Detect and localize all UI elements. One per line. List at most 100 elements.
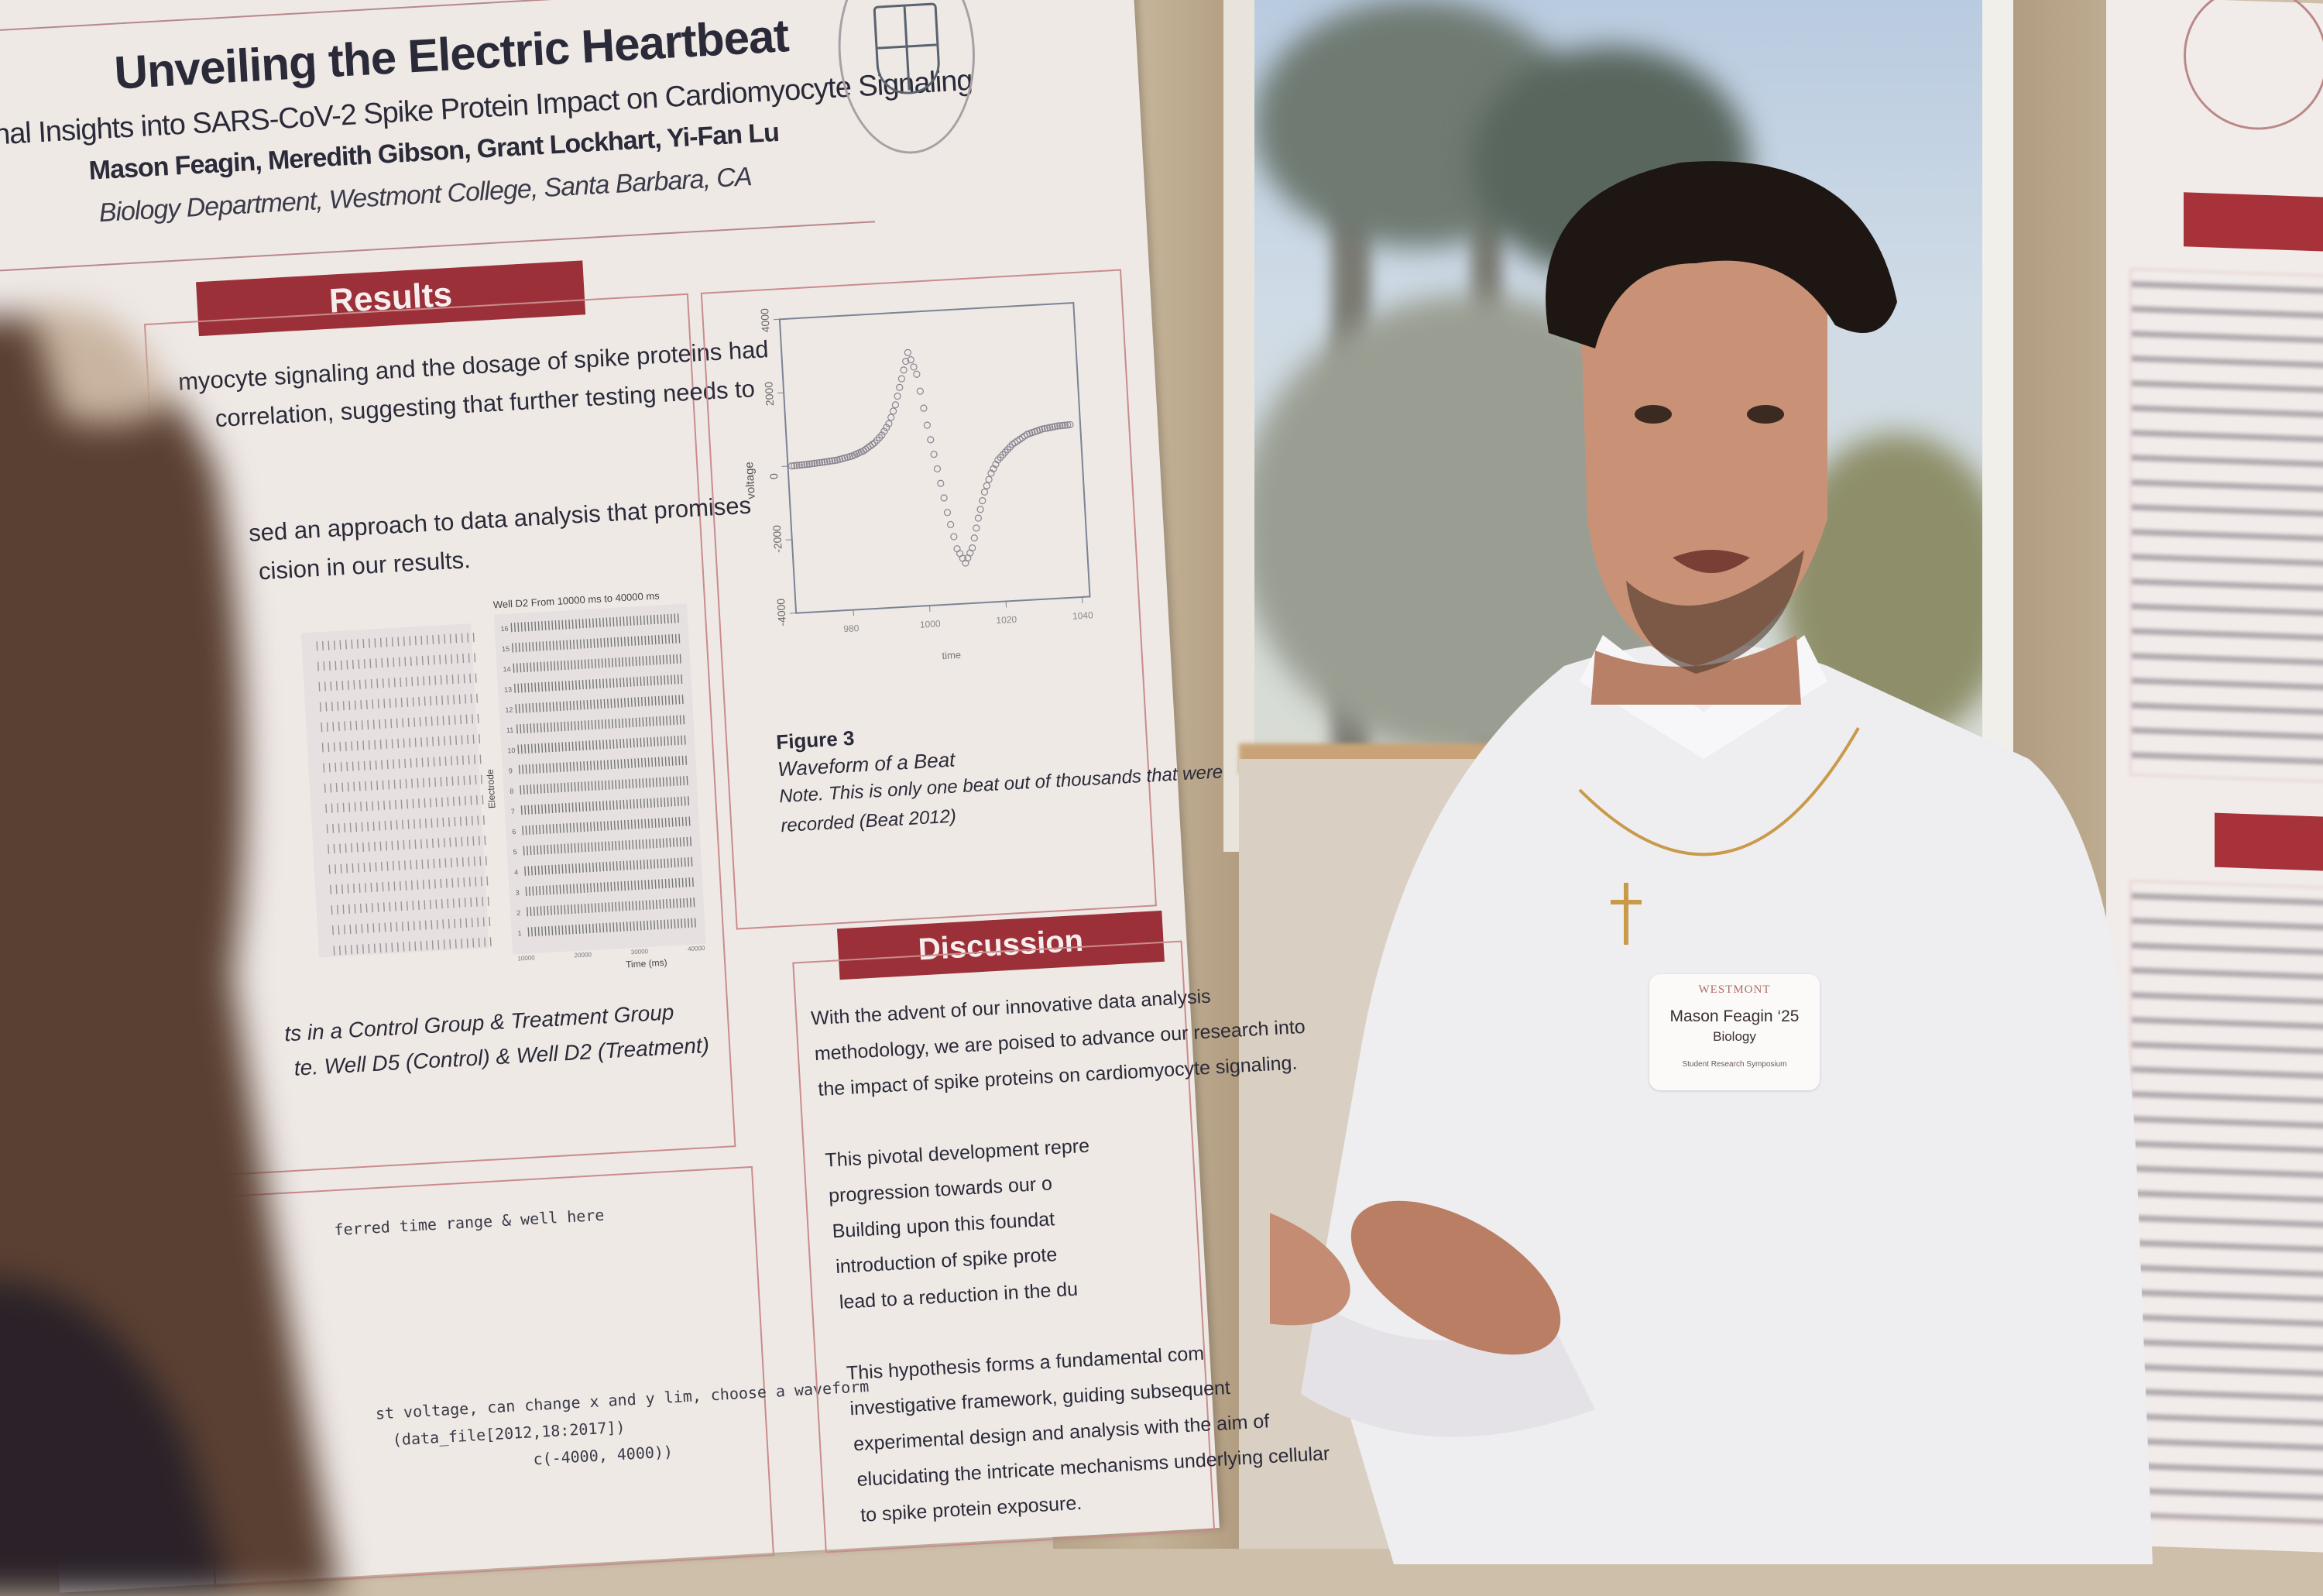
beat-mark xyxy=(669,757,670,766)
beat-mark xyxy=(653,656,654,665)
beat-mark xyxy=(655,696,656,705)
beat-mark-control xyxy=(463,857,464,867)
beat-mark-control xyxy=(412,779,413,788)
beat-mark xyxy=(595,781,596,791)
beat-mark xyxy=(589,740,590,750)
beat-mark-control xyxy=(467,939,468,948)
beat-mark-control xyxy=(460,918,461,928)
beat-mark xyxy=(604,882,605,891)
beat-mark xyxy=(661,736,662,746)
beat-mark xyxy=(644,738,645,747)
beat-mark xyxy=(684,898,685,908)
beat-mark-control xyxy=(437,716,438,726)
beat-mark xyxy=(671,858,672,867)
beat-mark xyxy=(676,757,677,766)
badge-event: Student Research Symposium xyxy=(1649,1060,1820,1069)
beat-mark xyxy=(543,825,544,834)
foreground-person xyxy=(0,279,372,1595)
beat-mark xyxy=(566,803,567,812)
beat-mark xyxy=(536,764,537,774)
beat-mark-control xyxy=(405,860,406,870)
waveform-point xyxy=(901,367,907,373)
section-header-bar xyxy=(2184,192,2323,252)
beat-mark xyxy=(574,640,575,649)
beat-mark xyxy=(523,724,524,733)
waveform-point xyxy=(917,388,923,394)
beat-mark-control xyxy=(424,900,425,909)
beat-mark xyxy=(593,618,594,627)
right-eye xyxy=(1747,405,1784,424)
beat-mark xyxy=(569,925,570,935)
beat-mark xyxy=(550,641,551,650)
beat-mark xyxy=(608,882,609,891)
beat-mark xyxy=(532,683,533,692)
beat-mark xyxy=(528,683,529,692)
beat-mark xyxy=(687,837,688,846)
beat-mark-control xyxy=(438,736,439,746)
beat-mark xyxy=(687,898,688,908)
beat-mark xyxy=(625,637,626,646)
beat-mark-control xyxy=(378,801,379,810)
beat-mark xyxy=(584,700,585,709)
beat-mark xyxy=(682,878,683,887)
beat-mark xyxy=(587,700,588,709)
blurred-text-block xyxy=(2129,268,2323,783)
beat-mark xyxy=(606,923,607,932)
beat-mark xyxy=(635,880,636,890)
y-tick-label: 2000 xyxy=(762,381,776,406)
beat-mark xyxy=(628,820,629,829)
beat-mark xyxy=(603,618,604,627)
beat-mark xyxy=(680,716,681,725)
beat-mark xyxy=(674,736,675,745)
beat-mark xyxy=(671,919,672,928)
beat-mark xyxy=(523,785,524,795)
beat-mark-control xyxy=(444,634,445,644)
beat-mark xyxy=(579,925,580,934)
beat-mark xyxy=(577,884,578,893)
beat-mark xyxy=(655,757,656,767)
beat-mark xyxy=(654,798,655,808)
beat-mark xyxy=(642,636,643,645)
beat-mark xyxy=(540,906,541,915)
beat-mark xyxy=(521,744,522,753)
beat-mark-control xyxy=(451,654,452,664)
beat-mark xyxy=(527,785,528,795)
beat-mark xyxy=(544,662,545,671)
beat-mark xyxy=(598,760,599,770)
beat-mark xyxy=(530,907,531,916)
beat-mark xyxy=(560,763,561,772)
beat-mark xyxy=(584,884,585,893)
beat-mark xyxy=(562,925,563,935)
beat-mark xyxy=(542,866,543,875)
beat-mark xyxy=(691,918,692,928)
beat-mark-control xyxy=(472,816,473,825)
beat-mark xyxy=(630,739,631,748)
beat-mark xyxy=(606,801,607,810)
beat-mark xyxy=(538,743,539,753)
beat-mark-control xyxy=(435,777,436,787)
beat-mark xyxy=(604,638,605,647)
beat-mark xyxy=(527,907,528,916)
beat-mark-control xyxy=(373,719,374,729)
beat-mark xyxy=(635,758,636,767)
beat-mark-control xyxy=(475,674,476,683)
beat-mark xyxy=(610,617,611,626)
beat-mark-control xyxy=(382,862,383,871)
beat-mark-control xyxy=(412,880,413,890)
beat-mark xyxy=(598,883,599,892)
beat-mark xyxy=(659,696,660,705)
beat-mark-control xyxy=(396,922,397,932)
beat-mark xyxy=(665,695,666,705)
beat-mark-control xyxy=(437,818,438,827)
beat-mark xyxy=(523,663,524,672)
beat-mark-control xyxy=(375,842,376,851)
beat-mark-control xyxy=(372,699,373,709)
beat-mark xyxy=(623,739,624,748)
beat-mark-control xyxy=(445,654,446,664)
beat-mark xyxy=(557,640,558,650)
waveform-point xyxy=(914,371,920,377)
beat-mark xyxy=(621,881,622,891)
beat-mark xyxy=(552,926,553,935)
beat-mark xyxy=(623,616,624,626)
beat-mark xyxy=(599,740,600,750)
